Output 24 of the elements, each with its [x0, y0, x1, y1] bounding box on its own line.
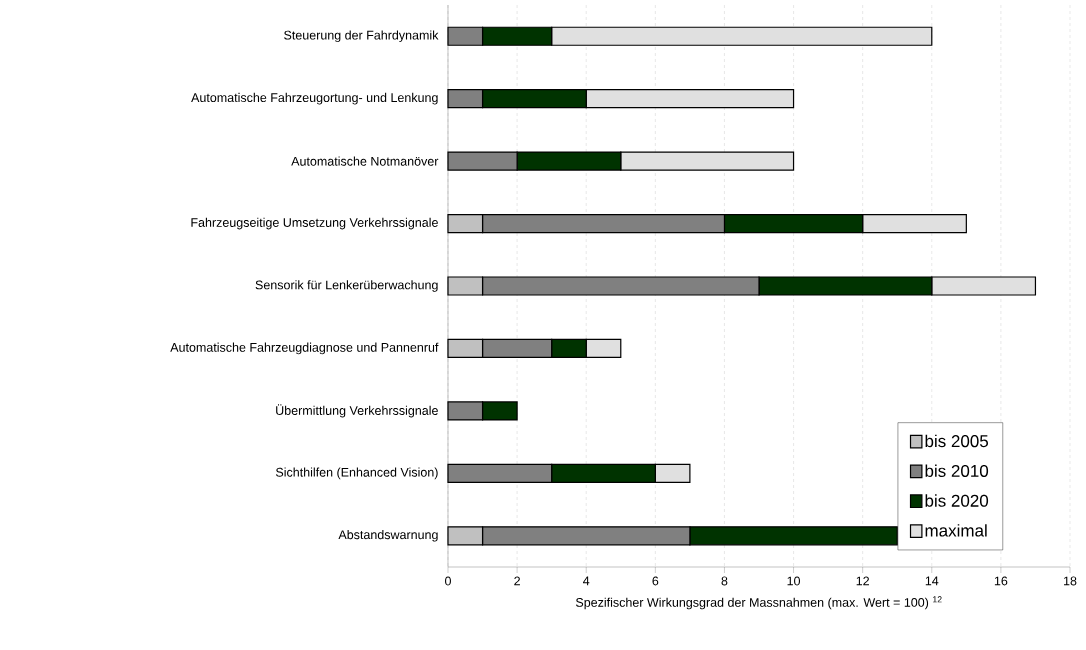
y-tick-label: Steuerung der Fahrdynamik — [284, 30, 439, 43]
x-tick-label: 4 — [583, 576, 590, 586]
legend-label: bis 2010 — [925, 464, 989, 477]
x-tick-label: 10 — [787, 576, 801, 586]
x-tick-label: 16 — [994, 576, 1008, 586]
x-tick-label: 0 — [445, 576, 451, 586]
y-tick-label: Sichthilfen (Enhanced Vision) — [275, 467, 438, 480]
x-tick-label: 6 — [652, 576, 659, 586]
y-tick-label: Automatische Fahrzeugdiagnose und Pannenruf — [170, 342, 439, 355]
y-tick-label: Sensorik für Lenkerüberwachung — [255, 280, 438, 292]
legend-label: maximal — [925, 524, 987, 537]
y-tick-label: Abstandswarnung — [338, 529, 438, 542]
legend-label: bis 2020 — [925, 494, 989, 507]
x-tick-label: 12 — [856, 576, 869, 586]
x-tick-label: 18 — [1064, 576, 1077, 586]
legend-label: bis 2005 — [925, 434, 989, 448]
y-tick-label: Fahrzeugseitige Umsetzung Verkehrssignale — [191, 217, 438, 230]
y-tick-label: Übermittlung Verkehrssignale — [276, 404, 438, 418]
x-axis-title: Spezifischer Wirkungsgrad der Massnahmen (max. Wert = 100) $^{12}$ — [575, 596, 942, 610]
y-tick-label: Automatische Fahrzeugortung- und Lenkung — [191, 92, 438, 105]
x-tick-label: 14 — [925, 576, 939, 586]
x-tick-label: 2 — [514, 576, 520, 586]
x-tick-label: 8 — [721, 576, 728, 586]
y-tick-label: Automatische Notmanöver — [291, 156, 439, 166]
